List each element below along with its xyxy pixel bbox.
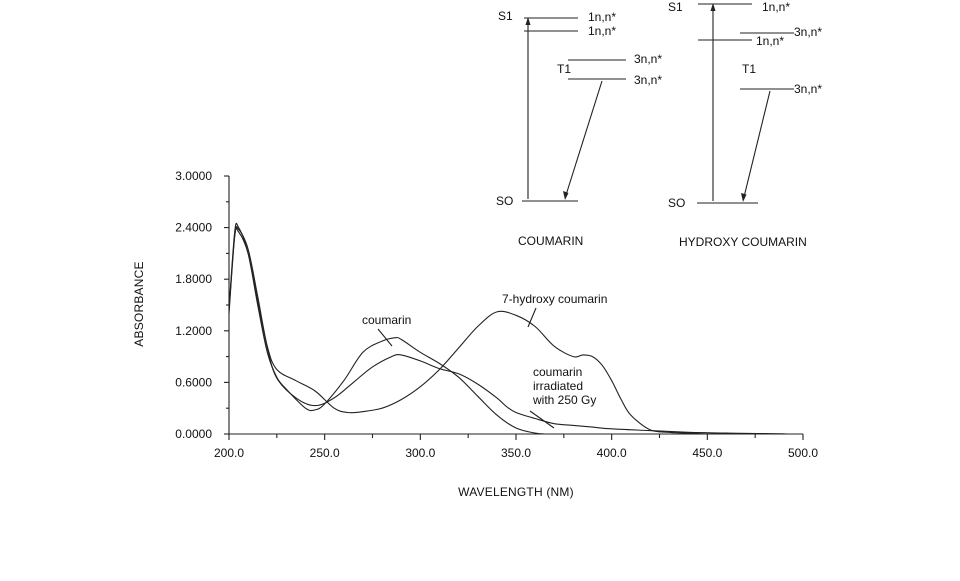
series-line-hydroxy-coumarin	[228, 226, 708, 435]
t1-label: T1	[557, 62, 571, 76]
x-tick-label: 500.0	[788, 446, 818, 460]
phosphorescence-arrowhead	[741, 193, 747, 202]
chart-ticks: 0.0000 0.6000 1.2000 1.8000 2.4000 3.0000 200.…	[175, 169, 818, 460]
y-tick-label: 0.6000	[175, 375, 212, 389]
level-label: 3n,n*	[794, 25, 822, 39]
s1-label: S1	[668, 0, 683, 14]
level-label: 3n,n*	[634, 52, 662, 66]
x-tick-label: 350.0	[501, 446, 531, 460]
x-tick-label: 250.0	[310, 446, 340, 460]
annotation-hydroxy-coumarin: 7-hydroxy coumarin	[502, 292, 607, 306]
excitation-arrowhead	[710, 3, 716, 11]
series-line-irradiated-coumarin	[228, 227, 788, 435]
x-tick-label: 200.0	[214, 446, 244, 460]
annotation-leader	[529, 410, 555, 429]
phosphorescence-arrow	[743, 90, 771, 198]
energy-diagram-hydroxy-coumarin: S1 1n,n* 3n,n* 1n,n* T1 3n,n* SO HYDROXY…	[668, 0, 822, 249]
t1-label: T1	[742, 62, 756, 76]
phosphorescence-arrow	[565, 80, 603, 196]
excitation-arrowhead	[525, 17, 531, 25]
energy-diagram-coumarin: S1 1n,n* 1n,n* 3n,n* T1 3n,n* SO COUMARI…	[496, 9, 662, 248]
diagram-caption: COUMARIN	[518, 234, 583, 248]
s1-label: S1	[498, 9, 513, 23]
diagram-caption: HYDROXY COUMARIN	[679, 235, 807, 249]
x-tick-label: 450.0	[692, 446, 722, 460]
level-label: 1n,n*	[588, 24, 616, 38]
annotation-irradiated-coumarin: irradiated	[533, 379, 583, 393]
level-label: 1n,n*	[762, 0, 790, 14]
phosphorescence-arrowhead	[563, 191, 569, 200]
y-tick-label: 1.8000	[175, 272, 212, 286]
level-label: 1n,n*	[588, 10, 616, 24]
y-axis-label: ABSORBANCE	[132, 261, 146, 346]
y-tick-label: 1.2000	[175, 324, 212, 338]
y-tick-label: 3.0000	[175, 169, 212, 183]
y-tick-label: 0.0000	[175, 427, 212, 441]
annotation-irradiated-coumarin: coumarin	[533, 365, 582, 379]
x-tick-label: 400.0	[597, 446, 627, 460]
annotation-coumarin: coumarin	[362, 313, 411, 327]
s0-label: SO	[496, 194, 513, 208]
y-tick-label: 2.4000	[175, 221, 212, 235]
x-tick-label: 300.0	[405, 446, 435, 460]
annotation-leader	[527, 307, 537, 328]
annotation-irradiated-coumarin: with 250 Gy	[532, 393, 596, 407]
series-line-coumarin	[228, 222, 545, 435]
level-label: 3n,n*	[634, 73, 662, 87]
annotation-leader	[377, 328, 393, 347]
x-axis-label: WAVELENGTH (NM)	[458, 485, 574, 499]
s0-label: SO	[668, 196, 685, 210]
chart-series	[228, 222, 788, 435]
level-label: 3n,n*	[794, 82, 822, 96]
level-label: 1n,n*	[756, 34, 784, 48]
